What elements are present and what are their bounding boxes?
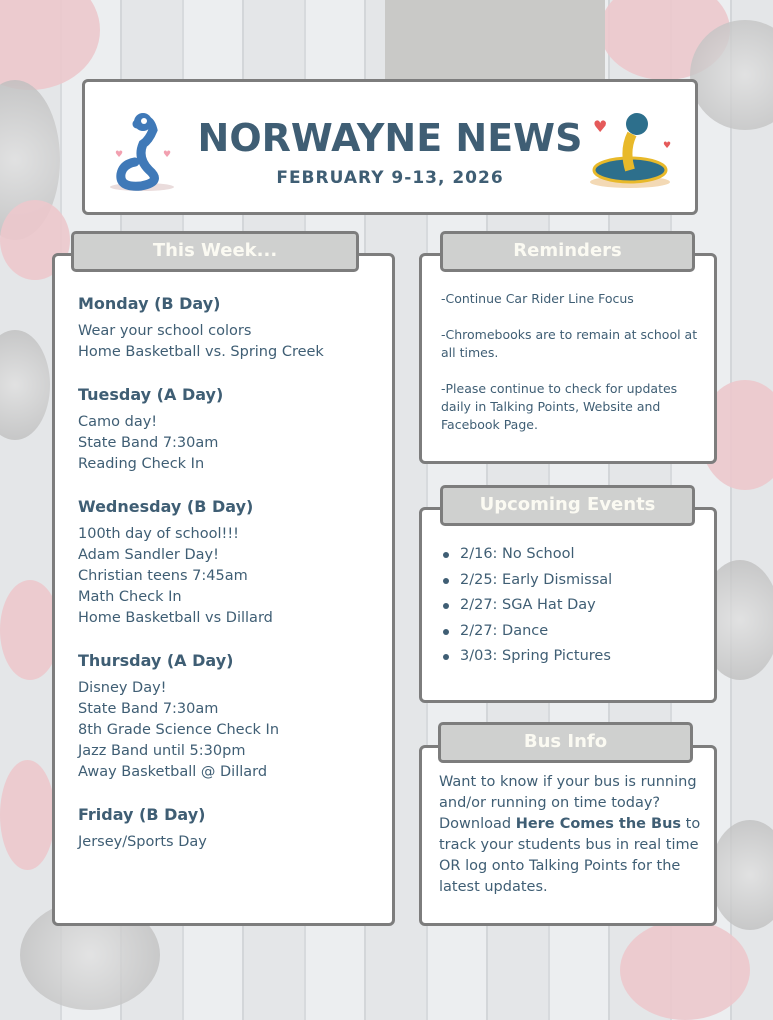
bus-intro: Want to know if your bus is running and/… xyxy=(439,774,697,811)
newsletter-title: NORWAYNE NEWS xyxy=(197,116,583,160)
day-item: Math Check In xyxy=(78,589,182,605)
day-item: Christian teens 7:45am xyxy=(78,568,248,584)
svg-text:♥: ♥ xyxy=(163,150,171,160)
day-item: Jersey/Sports Day xyxy=(78,834,207,850)
bus-post: to track your students bus in real time … xyxy=(439,816,701,895)
day-item: Home Basketball vs. Spring Creek xyxy=(78,344,324,360)
svg-text:♥: ♥ xyxy=(115,150,123,160)
bus-app-name: Here Comes the Bus xyxy=(515,816,682,832)
day-item: Away Basketball @ Dillard xyxy=(78,764,268,780)
day-item: 8th Grade Science Check In xyxy=(78,722,280,738)
upcoming-events-tab: Upcoming Events xyxy=(440,485,695,526)
day-heading: Friday (B Day) xyxy=(78,805,206,824)
snake-left-icon: ♥ ♥ xyxy=(110,113,174,191)
day-heading: Monday (B Day) xyxy=(78,294,221,313)
reminders-tab: Reminders xyxy=(440,231,695,272)
header-card: ♥ ♥ NORWAYNE NEWS FEBRUARY 9-13, 2026 ♥ ♥ xyxy=(82,79,698,215)
day-item: 100th day of school!!! xyxy=(78,526,239,542)
event-item: 2/27: SGA Hat Day xyxy=(440,593,714,619)
bus-info-tab: Bus Info xyxy=(438,722,693,763)
day-item: Adam Sandler Day! xyxy=(78,547,219,563)
event-item: 2/16: No School xyxy=(440,542,714,568)
newsletter-date: FEBRUARY 9-13, 2026 xyxy=(276,168,504,188)
day-item: Disney Day! xyxy=(78,680,167,696)
this-week-tab: This Week... xyxy=(71,231,359,272)
gift-tag xyxy=(385,0,605,80)
day-item: Home Basketball vs Dillard xyxy=(78,610,273,626)
day-heading: Wednesday (B Day) xyxy=(78,497,254,516)
day-item: Jazz Band until 5:30pm xyxy=(78,743,246,759)
bus-info-panel: Want to know if your bus is running and/… xyxy=(419,745,717,926)
reminder-item: -Please continue to check for updates da… xyxy=(441,381,678,432)
day-item: Wear your school colors xyxy=(78,323,252,339)
day-heading: Thursday (A Day) xyxy=(78,651,234,670)
bus-pre: Download xyxy=(439,816,516,832)
day-item: Camo day! xyxy=(78,414,158,430)
day-item: Reading Check In xyxy=(78,456,205,472)
snake-right-icon: ♥♥ xyxy=(590,113,671,188)
event-item: 2/27: Dance xyxy=(440,619,714,645)
this-week-panel: Monday (B Day) Wear your school colors Hom… xyxy=(52,253,395,926)
bus-download-text: Download Here Comes the Bus to track you… xyxy=(439,814,702,898)
event-item: 2/25: Early Dismissal xyxy=(440,568,714,594)
svg-text:♥: ♥ xyxy=(663,141,671,151)
day-item: State Band 7:30am xyxy=(78,701,219,717)
day-item: State Band 7:30am xyxy=(78,435,219,451)
reminder-item: -Continue Car Rider Line Focus xyxy=(441,291,634,306)
day-heading: Tuesday (A Day) xyxy=(78,385,224,404)
upcoming-events-panel: 2/16: No School 2/25: Early Dismissal 2/… xyxy=(419,507,717,703)
event-item: 3/03: Spring Pictures xyxy=(440,644,714,670)
reminder-item: -Chromebooks are to remain at school at … xyxy=(441,327,698,360)
reminders-panel: -Continue Car Rider Line Focus -Chromebo… xyxy=(419,253,717,464)
svg-text:♥: ♥ xyxy=(593,117,607,136)
